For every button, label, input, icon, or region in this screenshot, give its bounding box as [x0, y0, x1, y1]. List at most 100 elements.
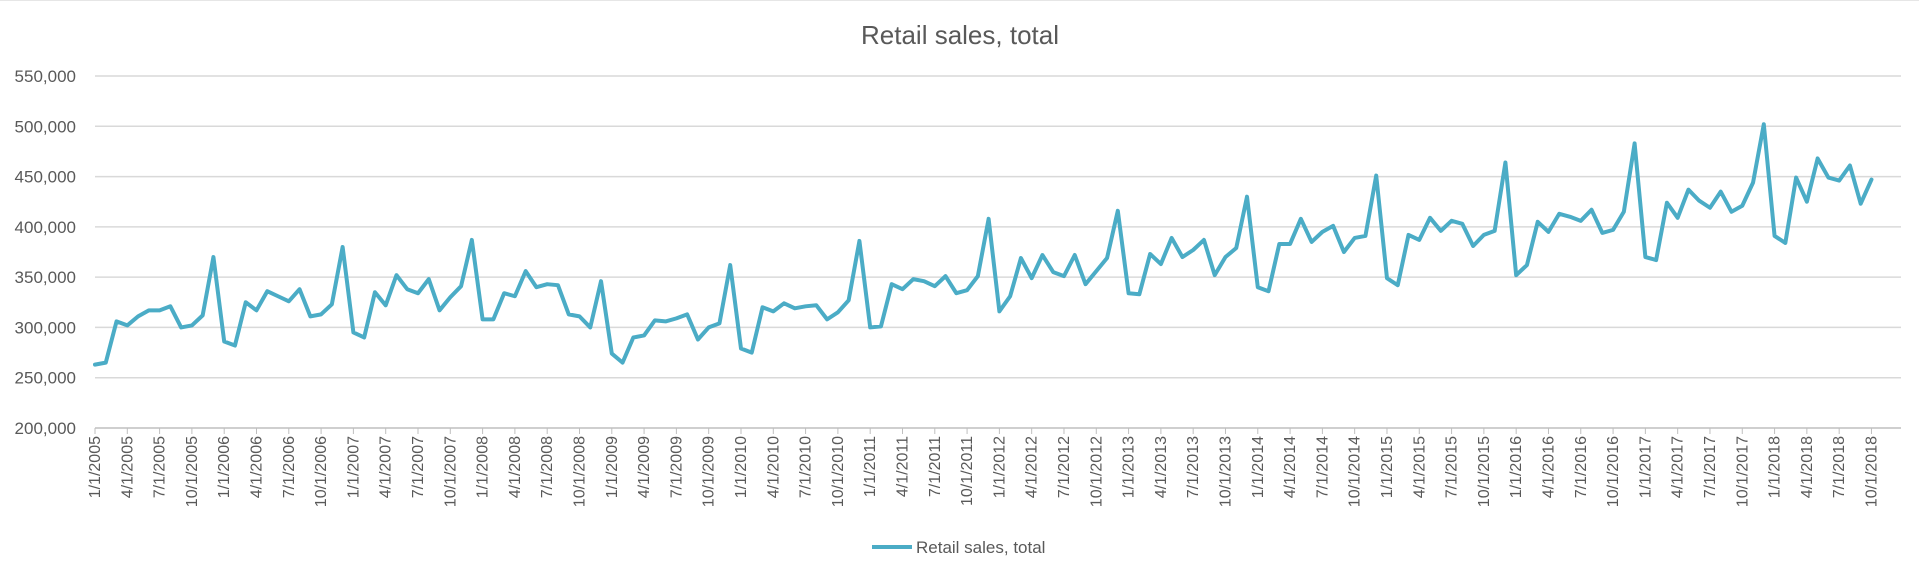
- x-tick-label: 4/1/2005: [119, 436, 136, 498]
- data-point: [997, 309, 1001, 313]
- x-tick-label: 7/1/2014: [1314, 436, 1331, 498]
- data-point: [1794, 176, 1798, 180]
- x-tick-label: 1/1/2013: [1121, 436, 1138, 498]
- x-tick-label: 1/1/2012: [991, 436, 1008, 498]
- data-point: [987, 217, 991, 221]
- data-point: [427, 277, 431, 281]
- data-point: [588, 325, 592, 329]
- data-point: [1568, 215, 1572, 219]
- data-point: [373, 290, 377, 294]
- x-tick-label: 10/1/2015: [1476, 436, 1493, 507]
- data-point: [351, 330, 355, 334]
- x-tick-label: 1/1/2005: [87, 436, 104, 498]
- data-point: [222, 340, 226, 344]
- data-point: [254, 308, 258, 312]
- data-point: [1428, 216, 1432, 220]
- data-point: [459, 284, 463, 288]
- data-point: [1277, 242, 1281, 246]
- y-tick-label: 200,000: [15, 419, 76, 438]
- data-point: [1040, 253, 1044, 257]
- data-point: [728, 263, 732, 267]
- data-point: [1439, 229, 1443, 233]
- x-tick-label: 10/1/2005: [184, 436, 201, 507]
- data-point: [448, 295, 452, 299]
- x-tick-label: 7/1/2016: [1573, 436, 1590, 498]
- data-point: [341, 245, 345, 249]
- x-tick-label: 1/1/2007: [345, 436, 362, 498]
- data-point: [1600, 231, 1604, 235]
- data-point: [954, 291, 958, 295]
- data-point: [524, 269, 528, 273]
- y-tick-label: 450,000: [15, 168, 76, 187]
- data-point: [1202, 238, 1206, 242]
- data-point: [1331, 224, 1335, 228]
- data-point: [1417, 238, 1421, 242]
- legend-label: Retail sales, total: [916, 538, 1045, 557]
- data-point: [1762, 122, 1766, 126]
- data-point: [1805, 200, 1809, 204]
- x-tick-label: 1/1/2017: [1637, 436, 1654, 498]
- data-point: [685, 312, 689, 316]
- x-tick-label: 1/1/2009: [604, 436, 621, 498]
- y-tick-label: 400,000: [15, 218, 76, 237]
- data-point: [879, 324, 883, 328]
- data-point: [1633, 141, 1637, 145]
- data-point: [1353, 236, 1357, 240]
- data-point: [1148, 252, 1152, 256]
- data-point: [804, 304, 808, 308]
- data-point: [545, 282, 549, 286]
- x-tick-label: 7/1/2008: [539, 436, 556, 498]
- data-point: [1094, 269, 1098, 273]
- data-point: [642, 333, 646, 337]
- data-point: [1654, 258, 1658, 262]
- data-point: [621, 361, 625, 365]
- x-tick-label: 1/1/2018: [1767, 436, 1784, 498]
- data-point: [1869, 178, 1873, 182]
- x-tick-label: 4/1/2012: [1024, 436, 1041, 498]
- data-point: [1396, 283, 1400, 287]
- x-tick-label: 7/1/2006: [281, 436, 298, 498]
- data-point: [922, 279, 926, 283]
- data-point: [1686, 188, 1690, 192]
- x-tick-label: 4/1/2017: [1670, 436, 1687, 498]
- data-point: [1223, 255, 1227, 259]
- x-tick-label: 7/1/2013: [1185, 436, 1202, 498]
- data-point: [577, 314, 581, 318]
- x-tick-label: 1/1/2010: [733, 436, 750, 498]
- x-tick-label: 7/1/2015: [1444, 436, 1461, 498]
- y-tick-label: 500,000: [15, 117, 76, 136]
- data-point: [1051, 270, 1055, 274]
- x-tick-label: 10/1/2010: [830, 436, 847, 507]
- data-point: [1460, 222, 1464, 226]
- data-point: [631, 335, 635, 339]
- data-point: [1751, 181, 1755, 185]
- data-point: [190, 323, 194, 327]
- data-point: [825, 317, 829, 321]
- data-point: [868, 325, 872, 329]
- y-tick-label: 300,000: [15, 318, 76, 337]
- data-point: [265, 289, 269, 293]
- series-layer: [93, 122, 1874, 367]
- data-point: [1385, 276, 1389, 280]
- data-point: [394, 273, 398, 277]
- data-point: [1816, 156, 1820, 160]
- data-point: [567, 312, 571, 316]
- data-point: [911, 277, 915, 281]
- x-tick-label: 1/1/2011: [862, 436, 879, 497]
- data-point: [1030, 276, 1034, 280]
- data-point: [308, 314, 312, 318]
- data-point: [1697, 199, 1701, 203]
- x-tick-label: 7/1/2017: [1702, 436, 1719, 498]
- x-tick-label: 4/1/2016: [1540, 436, 1557, 498]
- data-point: [1170, 236, 1174, 240]
- x-tick-label: 7/1/2010: [798, 436, 815, 498]
- x-tick-label: 4/1/2015: [1411, 436, 1428, 498]
- data-point: [1493, 229, 1497, 233]
- x-tick-label: 7/1/2011: [927, 436, 944, 497]
- data-point: [1557, 212, 1561, 216]
- data-point: [750, 351, 754, 355]
- data-point: [610, 352, 614, 356]
- data-point: [890, 282, 894, 286]
- data-point: [1676, 216, 1680, 220]
